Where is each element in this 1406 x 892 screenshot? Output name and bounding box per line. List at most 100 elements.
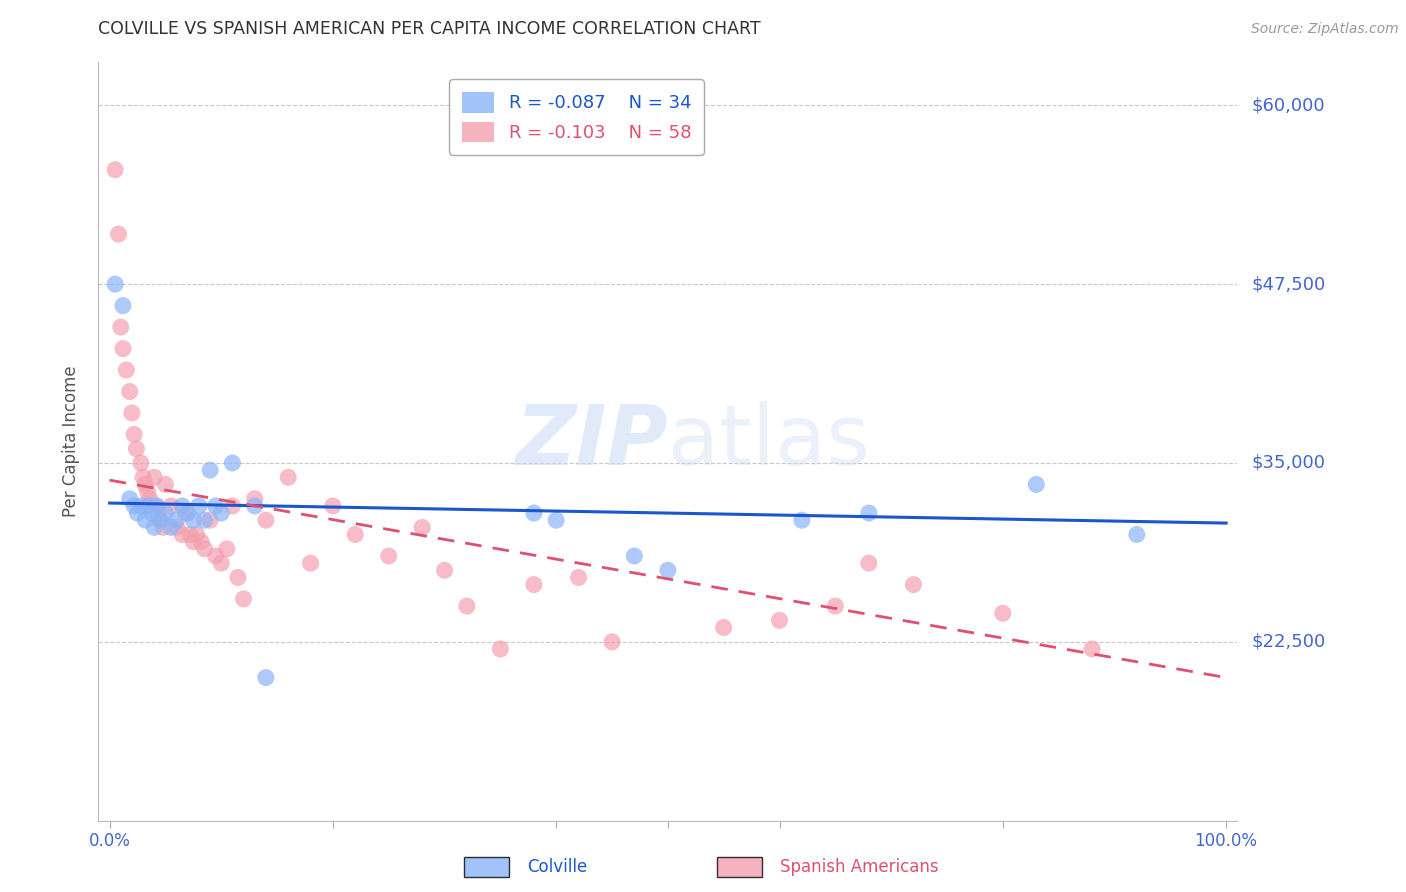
Text: $22,500: $22,500 (1251, 632, 1326, 651)
Text: ZIP: ZIP (515, 401, 668, 482)
Point (433, 563, 456, 577)
Point (139, 491, 162, 506)
Point (657, 563, 679, 577)
Text: Source: ZipAtlas.com: Source: ZipAtlas.com (1251, 22, 1399, 37)
Point (322, 499, 344, 513)
Point (456, 599, 478, 613)
Point (198, 463, 221, 477)
Point (204, 549, 226, 563)
Text: COLVILLE VS SPANISH AMERICAN PER CAPITA INCOME CORRELATION CHART: COLVILLE VS SPANISH AMERICAN PER CAPITA … (98, 21, 761, 38)
Point (143, 470, 166, 484)
Point (122, 427, 145, 442)
Point (187, 499, 209, 513)
Point (193, 541, 215, 556)
Point (118, 491, 141, 506)
Point (600, 635, 623, 649)
Point (546, 513, 568, 527)
Point (209, 506, 232, 520)
Point (145, 499, 167, 513)
Point (160, 520, 183, 534)
Point (155, 506, 177, 520)
Point (132, 470, 155, 484)
Point (149, 513, 172, 527)
Point (991, 606, 1014, 620)
Point (198, 513, 221, 527)
Point (489, 642, 512, 657)
Point (523, 506, 546, 520)
Point (243, 491, 266, 506)
Point (254, 671, 277, 685)
Point (127, 506, 149, 520)
Point (299, 556, 322, 570)
Point (226, 570, 249, 584)
Point (221, 456, 243, 470)
Point (193, 513, 215, 527)
Point (107, 227, 129, 241)
Point (160, 499, 183, 513)
Point (790, 513, 813, 527)
Point (134, 477, 156, 491)
Point (166, 520, 188, 534)
Text: $60,000: $60,000 (1251, 96, 1324, 114)
Point (903, 577, 925, 591)
Point (138, 499, 160, 513)
Point (141, 499, 163, 513)
Point (858, 506, 880, 520)
Point (134, 513, 156, 527)
Point (111, 299, 134, 313)
Point (172, 527, 194, 541)
Point (1126, 527, 1149, 541)
Point (567, 570, 589, 584)
Point (190, 534, 212, 549)
Point (143, 520, 166, 534)
Point (1081, 642, 1104, 657)
Point (824, 599, 846, 613)
Point (243, 499, 266, 513)
Legend: R = -0.087    N = 34, R = -0.103    N = 58: R = -0.087 N = 34, R = -0.103 N = 58 (449, 79, 704, 155)
Point (221, 499, 243, 513)
Point (183, 534, 205, 549)
Point (125, 442, 148, 456)
Point (129, 499, 152, 513)
Text: $47,500: $47,500 (1251, 275, 1326, 293)
Point (149, 513, 172, 527)
Point (523, 577, 546, 591)
Point (768, 613, 790, 627)
Point (166, 513, 188, 527)
Point (215, 541, 238, 556)
Point (186, 527, 208, 541)
Point (172, 499, 194, 513)
Point (209, 556, 232, 570)
Point (344, 527, 367, 541)
Point (110, 320, 132, 334)
Point (858, 556, 880, 570)
Text: Spanish Americans: Spanish Americans (780, 858, 939, 876)
Point (104, 162, 127, 177)
Point (115, 363, 138, 377)
Point (411, 520, 433, 534)
Point (141, 506, 163, 520)
Y-axis label: Per Capita Income: Per Capita Income (62, 366, 80, 517)
Point (111, 342, 134, 356)
Point (174, 506, 197, 520)
Point (377, 549, 399, 563)
Point (104, 277, 127, 292)
Point (122, 499, 145, 513)
Point (121, 406, 143, 420)
Point (129, 456, 152, 470)
Point (136, 484, 159, 499)
Point (254, 513, 277, 527)
Text: $35,000: $35,000 (1251, 454, 1326, 472)
Point (148, 506, 170, 520)
Point (623, 549, 645, 563)
Point (204, 499, 226, 513)
Point (177, 506, 200, 520)
Text: atlas: atlas (668, 401, 869, 482)
Point (145, 499, 167, 513)
Text: Colville: Colville (527, 858, 588, 876)
Point (118, 384, 141, 399)
Point (155, 477, 177, 491)
Point (232, 591, 254, 606)
Point (183, 513, 205, 527)
Point (713, 620, 735, 634)
